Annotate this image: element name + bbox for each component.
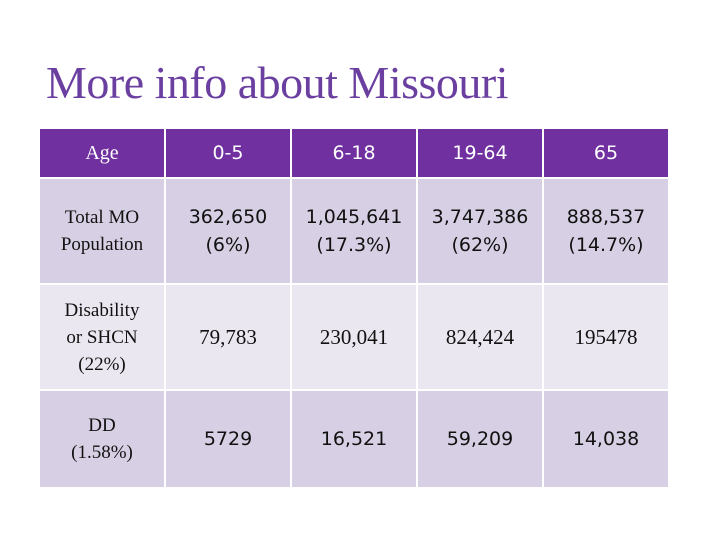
table-cell: 362,650 (6%) xyxy=(164,177,292,285)
cell-value: 3,747,386 xyxy=(431,206,529,228)
header-65: 65 xyxy=(542,127,670,179)
slide-title: More info about Missouri xyxy=(46,57,509,108)
table-cell: 230,041 xyxy=(290,283,418,391)
table-row: DD (1.58%) 5729 16,521 59,209 14,038 xyxy=(38,389,670,489)
row-label-line: DD xyxy=(88,415,116,436)
header-0-5: 0-5 xyxy=(164,127,292,179)
row-label-dd: DD (1.58%) xyxy=(38,389,166,489)
header-age: Age xyxy=(38,127,166,179)
cell-percent: (6%) xyxy=(205,234,251,256)
row-label-line: Population xyxy=(60,234,144,255)
cell-percent: (17.3%) xyxy=(316,234,392,256)
table-row: Total MO Population 362,650 (6%) 1,045,6… xyxy=(38,177,670,285)
table-cell: 16,521 xyxy=(290,389,418,489)
row-label-line: Total MO xyxy=(64,207,140,228)
cell-value: 362,650 xyxy=(188,206,268,228)
row-label-line: (1.58%) xyxy=(71,442,133,463)
table-cell: 824,424 xyxy=(416,283,544,391)
row-label-line: Disability xyxy=(64,299,140,321)
row-label-line: or SHCN xyxy=(66,326,138,348)
table-cell: 195478 xyxy=(542,283,670,391)
cell-percent: (14.7%) xyxy=(568,234,644,256)
table-cell: 1,045,641 (17.3%) xyxy=(290,177,418,285)
table-cell: 79,783 xyxy=(164,283,292,391)
header-row: Age 0-5 6-18 19-64 65 xyxy=(38,127,670,179)
header-19-64: 19-64 xyxy=(416,127,544,179)
table-cell: 59,209 xyxy=(416,389,544,489)
cell-value: 1,045,641 xyxy=(305,206,403,228)
header-6-18: 6-18 xyxy=(290,127,418,179)
cell-percent: (62%) xyxy=(451,234,509,256)
table-cell: 3,747,386 (62%) xyxy=(416,177,544,285)
table-row: Disability or SHCN (22%) 79,783 230,041 … xyxy=(38,283,670,391)
row-label-total-population: Total MO Population xyxy=(38,177,166,285)
table-cell: 5729 xyxy=(164,389,292,489)
cell-value: 888,537 xyxy=(566,206,646,228)
table-cell: 14,038 xyxy=(542,389,670,489)
table-cell: 888,537 (14.7%) xyxy=(542,177,670,285)
row-label-line: (22%) xyxy=(78,353,126,375)
missouri-stats-table: Age 0-5 6-18 19-64 65 Total MO Populatio… xyxy=(38,127,670,489)
row-label-disability: Disability or SHCN (22%) xyxy=(38,283,166,391)
